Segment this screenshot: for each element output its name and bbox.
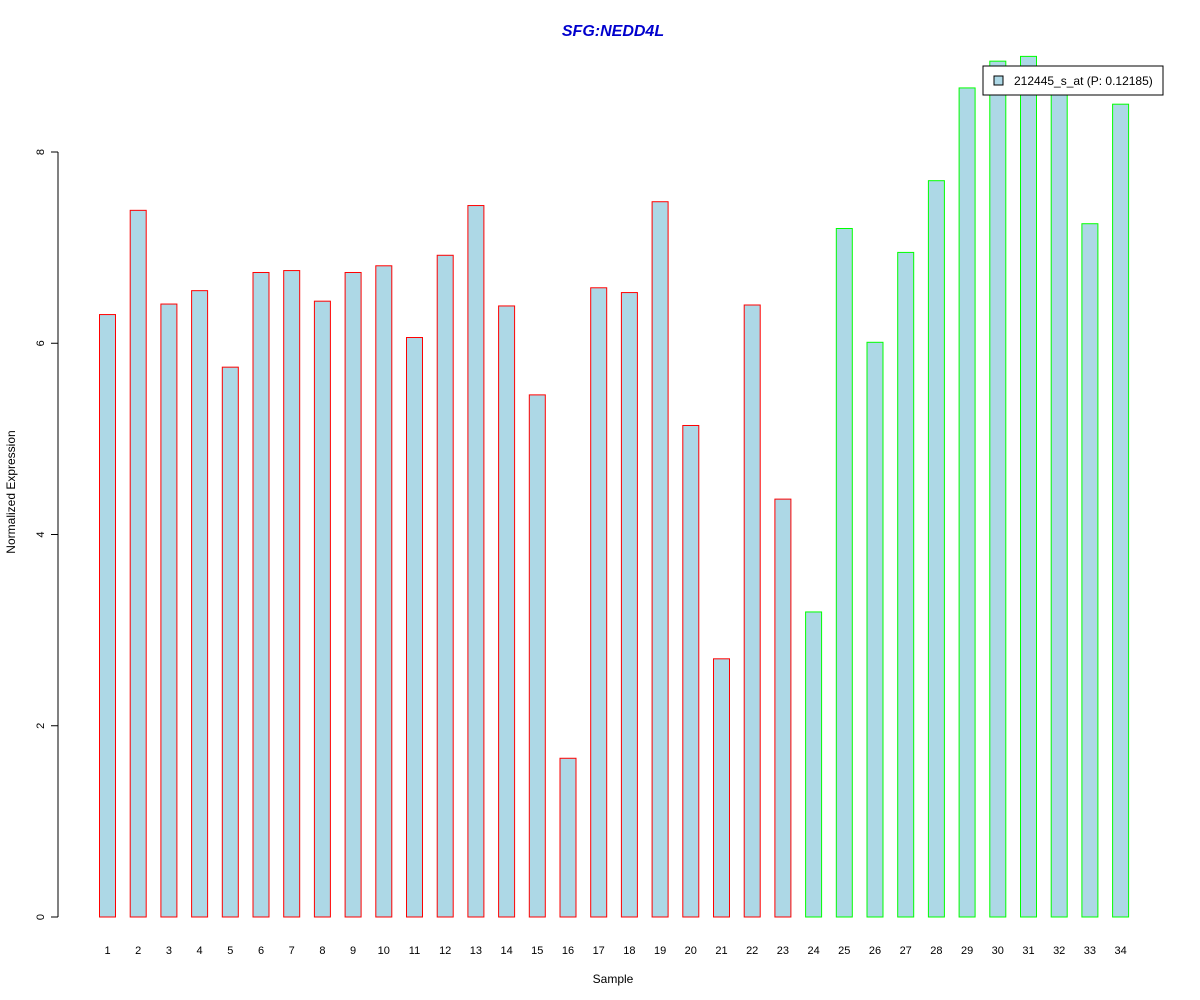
x-tick-label: 1 bbox=[104, 945, 110, 957]
bar-sample-3 bbox=[160, 303, 178, 918]
bar-sample-22 bbox=[743, 304, 761, 918]
y-axis-label: Normalized Expression bbox=[4, 430, 18, 553]
bar-sample-9 bbox=[344, 271, 362, 918]
x-tick-label: 7 bbox=[289, 945, 295, 957]
chart-title: SFG:NEDD4L bbox=[562, 23, 664, 40]
x-tick-label: 32 bbox=[1053, 945, 1065, 957]
x-tick-label: 23 bbox=[777, 945, 789, 957]
x-tick-label: 21 bbox=[715, 945, 727, 957]
x-tick-label: 34 bbox=[1114, 945, 1126, 957]
x-tick-label: 24 bbox=[807, 945, 819, 957]
bar-sample-19 bbox=[651, 201, 669, 918]
legend: 212445_s_at (P: 0.12185) bbox=[982, 65, 1164, 96]
x-tick-labels: 1 2 3 4 5 6 7 8 9 10 11 12 13 14 15 16 17 18 19 20 21 22 23 24 2… bbox=[104, 945, 1126, 957]
bar-sample-8 bbox=[313, 300, 331, 918]
bar-sample-4 bbox=[191, 290, 209, 918]
x-tick-label: 33 bbox=[1084, 945, 1096, 957]
bar-sample-30 bbox=[989, 60, 1007, 918]
x-tick-label: 25 bbox=[838, 945, 850, 957]
bar-sample-23 bbox=[774, 498, 792, 918]
bar-sample-12 bbox=[436, 254, 454, 918]
bar-sample-17 bbox=[590, 287, 608, 918]
bar-sample-33 bbox=[1081, 223, 1099, 918]
bar-sample-24 bbox=[805, 611, 823, 918]
bar-sample-5 bbox=[221, 366, 239, 918]
y-tick-label: 6 bbox=[35, 340, 47, 346]
x-tick-label: 20 bbox=[685, 945, 697, 957]
bar-sample-31 bbox=[1020, 55, 1037, 918]
bar-sample-27 bbox=[897, 251, 915, 918]
x-tick-label: 31 bbox=[1022, 945, 1034, 957]
y-tick-label: 8 bbox=[35, 149, 47, 155]
x-tick-label: 12 bbox=[439, 945, 451, 957]
legend-box bbox=[982, 65, 1164, 96]
bar-sample-10 bbox=[375, 265, 393, 918]
x-tick-label: 3 bbox=[166, 945, 172, 957]
x-tick-label: 2 bbox=[135, 945, 141, 957]
x-tick-label: 9 bbox=[350, 945, 356, 957]
bars-group bbox=[99, 55, 1130, 918]
x-tick-label: 28 bbox=[930, 945, 942, 957]
x-tick-label: 4 bbox=[197, 945, 203, 957]
x-tick-label: 15 bbox=[531, 945, 543, 957]
bar-sample-6 bbox=[252, 271, 270, 918]
x-tick-label: 5 bbox=[227, 945, 233, 957]
legend-swatch bbox=[993, 75, 1004, 86]
bar-sample-7 bbox=[283, 270, 301, 918]
bar-sample-18 bbox=[620, 292, 638, 918]
bar-sample-14 bbox=[498, 305, 516, 918]
x-tick-label: 14 bbox=[500, 945, 512, 957]
y-axis: 0 2 4 6 8 bbox=[35, 149, 59, 920]
x-tick-label: 10 bbox=[378, 945, 390, 957]
bar-sample-20 bbox=[682, 424, 700, 918]
y-tick-label: 0 bbox=[35, 914, 47, 920]
bar-sample-1 bbox=[99, 314, 116, 918]
bar-sample-13 bbox=[467, 205, 485, 918]
bar-sample-29 bbox=[958, 87, 976, 918]
x-tick-label: 22 bbox=[746, 945, 758, 957]
x-tick-label: 6 bbox=[258, 945, 264, 957]
bar-sample-25 bbox=[835, 228, 853, 918]
x-axis-label: Sample bbox=[593, 972, 634, 986]
y-tick-label: 4 bbox=[35, 531, 47, 537]
bar-sample-34 bbox=[1112, 103, 1130, 918]
legend-label: 212445_s_at (P: 0.12185) bbox=[1014, 74, 1153, 88]
x-tick-label: 11 bbox=[409, 945, 420, 957]
x-tick-label: 16 bbox=[562, 945, 574, 957]
bar-sample-28 bbox=[927, 180, 945, 918]
x-tick-label: 26 bbox=[869, 945, 881, 957]
bar-sample-21 bbox=[713, 658, 730, 918]
x-tick-label: 8 bbox=[319, 945, 325, 957]
bar-sample-11 bbox=[406, 337, 423, 918]
bar-sample-26 bbox=[866, 341, 884, 918]
x-tick-label: 18 bbox=[623, 945, 635, 957]
bar-sample-32 bbox=[1050, 89, 1068, 918]
x-tick-label: 19 bbox=[654, 945, 666, 957]
x-tick-label: 29 bbox=[961, 945, 973, 957]
bar-sample-16 bbox=[559, 757, 577, 918]
y-tick-label: 2 bbox=[35, 723, 47, 729]
bar-sample-2 bbox=[129, 209, 147, 918]
x-tick-label: 13 bbox=[470, 945, 482, 957]
x-tick-label: 27 bbox=[900, 945, 912, 957]
x-tick-label: 30 bbox=[992, 945, 1004, 957]
x-tick-label: 17 bbox=[593, 945, 605, 957]
bar-sample-15 bbox=[528, 394, 546, 918]
